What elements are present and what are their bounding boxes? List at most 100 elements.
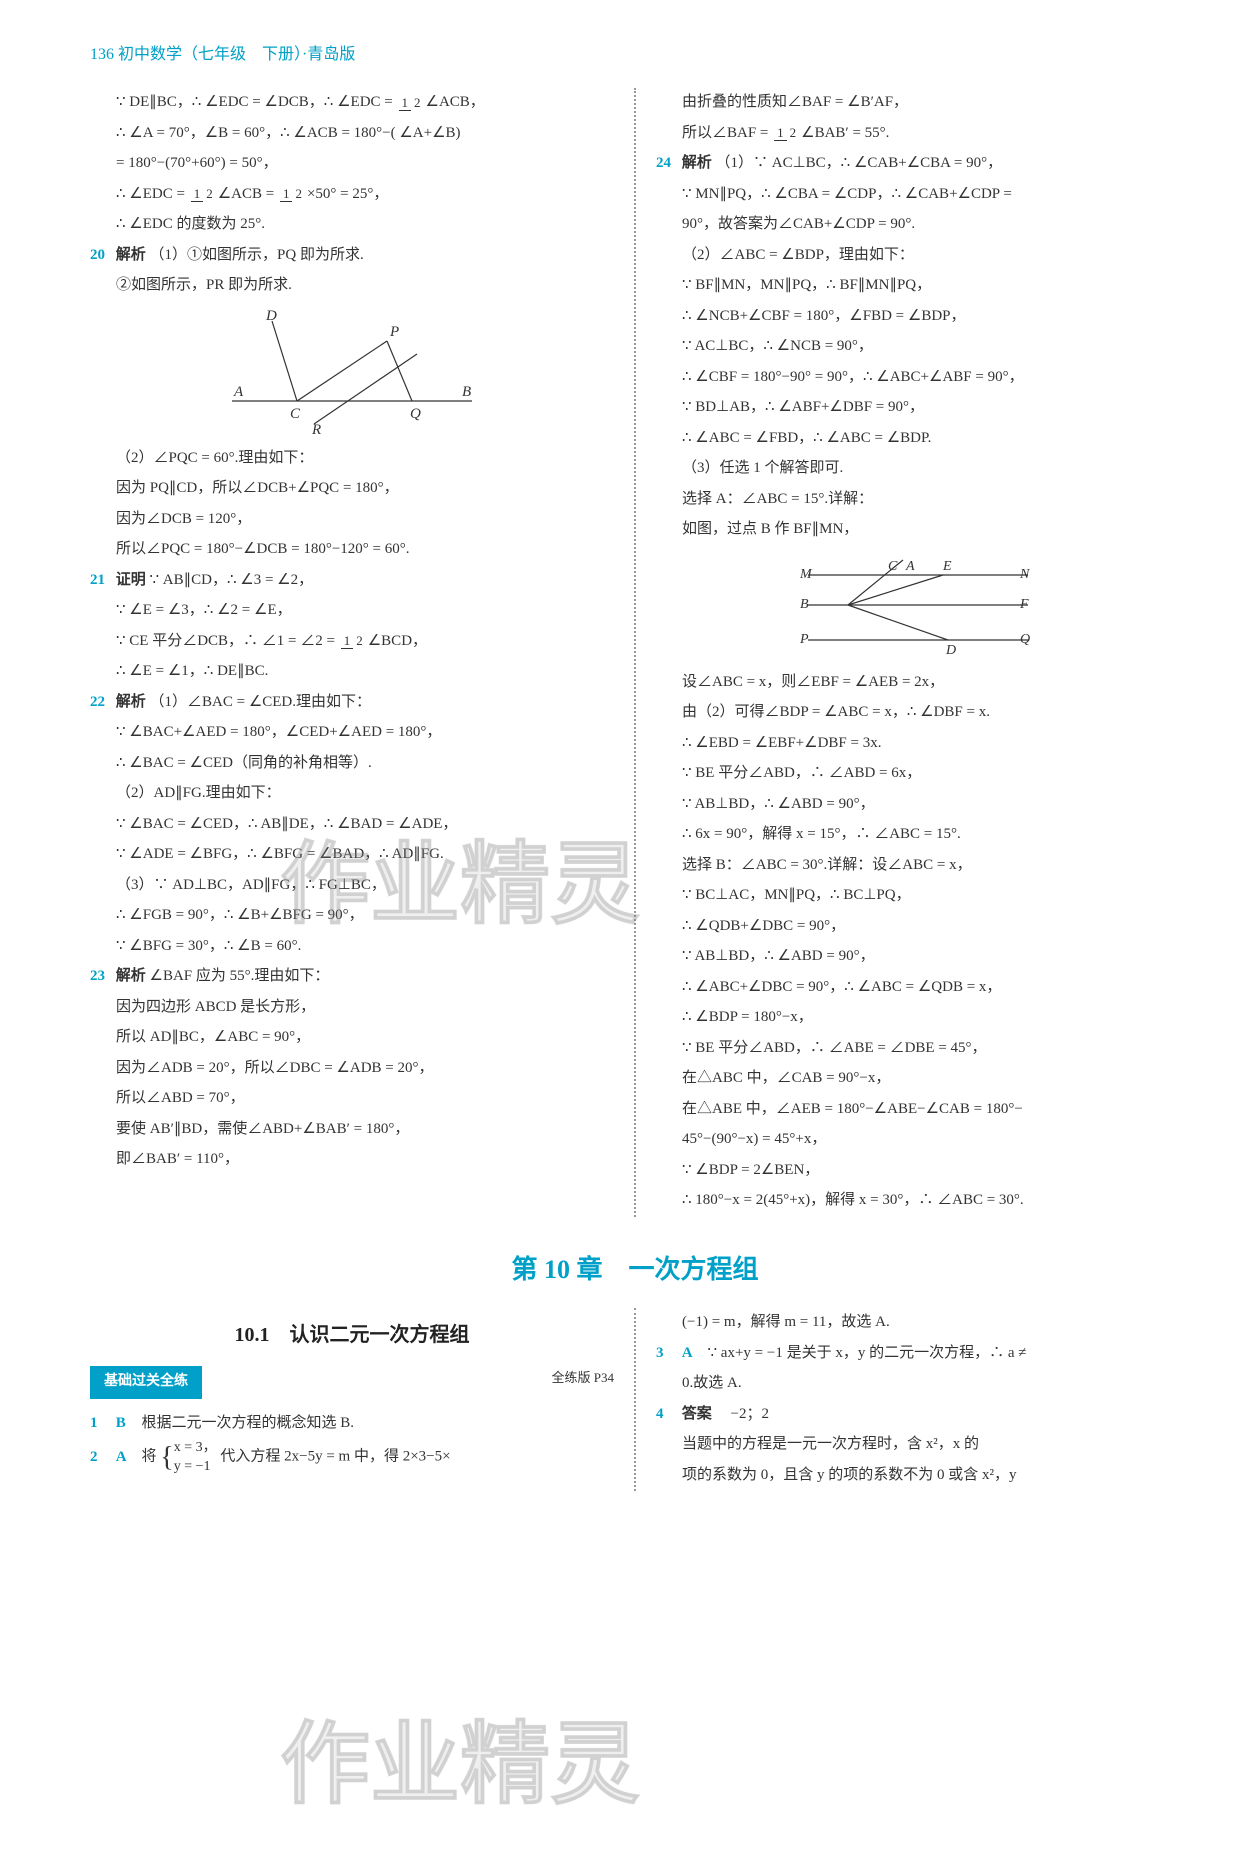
text-line: 因为四边形 ABCD 是长方形， (90, 993, 614, 1022)
svg-text:P: P (799, 632, 809, 647)
svg-text:B: B (800, 597, 809, 612)
text-line: 所以∠BAF = 12∠BAB′ = 55°. (656, 119, 1180, 148)
text-line: ∴ ∠BAC = ∠CED（同角的补角相等）. (90, 749, 614, 778)
text-line: （2）AD∥FG.理由如下： (90, 779, 614, 808)
text-line: 因为 PQ∥CD，所以∠DCB+∠PQC = 180°， (90, 474, 614, 503)
text-line: ∵ AB⊥BD，∴ ∠ABD = 90°， (656, 790, 1180, 819)
text-line: 即∠BAB′ = 110°， (90, 1145, 614, 1174)
text-line: （3）∵ AD⊥BC，AD∥FG，∴ FG⊥BC， (90, 871, 614, 900)
question-number: 24 (656, 149, 678, 178)
problem-1: 1 B 根据二元一次方程的概念知选 B. (90, 1409, 614, 1438)
answer-label: 解析 (116, 694, 146, 710)
svg-text:F: F (1019, 597, 1029, 612)
chapter-title: 第 10 章 一次方程组 (90, 1245, 1180, 1294)
problem-24: 24 解析 （1）∵ AC⊥BC，∴ ∠CAB+∠CBA = 90°， (656, 149, 1180, 178)
text-line: （3）任选 1 个解答即可. (656, 454, 1180, 483)
text-line: ∴ ∠EDC 的度数为 25°. (90, 210, 614, 239)
answer-label: 解析 (682, 155, 712, 171)
exercise-tag: 基础过关全练 (90, 1366, 202, 1399)
svg-text:E: E (942, 559, 952, 574)
svg-text:A: A (233, 384, 244, 400)
text-line: ∴ ∠BDP = 180°−x， (656, 1003, 1180, 1032)
answer-choice: A (116, 1443, 138, 1472)
answer-label: 答案 (682, 1406, 712, 1422)
page-ref: 全练版 P34 (552, 1366, 614, 1391)
text-line: ∴ 180°−x = 2(45°+x)，解得 x = 30°，∴ ∠ABC = … (656, 1186, 1180, 1215)
text-line: ∴ ∠NCB+∠CBF = 180°，∠FBD = ∠BDP， (656, 302, 1180, 331)
text-line: ∴ ∠FGB = 90°，∴ ∠B+∠BFG = 90°， (90, 901, 614, 930)
svg-text:B: B (462, 384, 471, 400)
svg-text:Q: Q (1020, 632, 1030, 647)
answer-label: 解析 (116, 247, 146, 263)
text-line: 由（2）可得∠BDP = ∠ABC = x，∴ ∠DBF = x. (656, 698, 1180, 727)
svg-text:C: C (290, 406, 301, 422)
text-line: ∴ ∠A = 70°，∠B = 60°，∴ ∠ACB = 180°−( ∠A+∠… (90, 119, 614, 148)
answer-choice: B (116, 1409, 138, 1438)
question-number: 3 (656, 1339, 678, 1368)
problem-23: 23 解析 ∠BAF 应为 55°.理由如下： (90, 962, 614, 991)
text-line: 选择 A：∠ABC = 15°.详解： (656, 485, 1180, 514)
question-number: 22 (90, 688, 112, 717)
text-line: 项的系数为 0，且含 y 的项的系数不为 0 或含 x²，y (656, 1461, 1180, 1490)
svg-text:C: C (888, 559, 898, 574)
page-number: 136 (90, 46, 114, 63)
page-header: 136 初中数学（七年级 下册）·青岛版 (90, 40, 1180, 70)
text-line: （2）∠ABC = ∠BDP，理由如下： (656, 241, 1180, 270)
question-number: 1 (90, 1409, 112, 1438)
text-line: ∵ DE∥BC，∴ ∠EDC = ∠DCB，∴ ∠EDC = 12∠ACB， (90, 88, 614, 117)
text-line: ∵ MN∥PQ，∴ ∠CBA = ∠CDP，∴ ∠CAB+∠CDP = (656, 180, 1180, 209)
text-line: ∴ ∠ABC+∠DBC = 90°，∴ ∠ABC = ∠QDB = x， (656, 973, 1180, 1002)
text-line: 当题中的方程是一元一次方程时，含 x²，x 的 (656, 1430, 1180, 1459)
svg-text:P: P (389, 324, 399, 340)
text-line: ∵ ∠BDP = 2∠BEN， (656, 1156, 1180, 1185)
bottom-right-column: (−1) = m，解得 m = 11，故选 A. 3 A ∵ ax+y = −1… (636, 1308, 1180, 1491)
tag-row: 基础过关全练 全练版 P34 (90, 1366, 614, 1399)
svg-text:D: D (945, 643, 956, 658)
question-number: 20 (90, 241, 112, 270)
text-line: 所以 AD∥BC，∠ABC = 90°， (90, 1023, 614, 1052)
text-line: 90°，故答案为∠CAB+∠CDP = 90°. (656, 210, 1180, 239)
text-line: = 180°−(70°+60°) = 50°， (90, 149, 614, 178)
text-line: ∴ 6x = 90°，解得 x = 15°，∴ ∠ABC = 15°. (656, 820, 1180, 849)
text-line: ∵ BD⊥AB，∴ ∠ABF+∠DBF = 90°， (656, 393, 1180, 422)
svg-text:R: R (311, 422, 321, 436)
text-line: ∴ ∠QDB+∠DBC = 90°， (656, 912, 1180, 941)
text-line: 选择 B：∠ABC = 30°.详解：设∠ABC = x， (656, 851, 1180, 880)
bottom-left-column: 10.1 认识二元一次方程组 基础过关全练 全练版 P34 1 B 根据二元一次… (90, 1308, 634, 1491)
problem-3: 3 A ∵ ax+y = −1 是关于 x，y 的二元一次方程，∴ a ≠ (656, 1339, 1180, 1368)
geometry-diagram-2: M N B F P Q CA E D (788, 550, 1048, 660)
svg-text:M: M (799, 567, 813, 582)
text-line: ∴ ∠ABC = ∠FBD，∴ ∠ABC = ∠BDP. (656, 424, 1180, 453)
text-line: （2）∠PQC = 60°.理由如下： (90, 444, 614, 473)
answer-label: 证明 (116, 572, 146, 588)
section-title: 10.1 认识二元一次方程组 (90, 1316, 614, 1354)
geometry-diagram-1: A B C D P Q R (212, 306, 492, 436)
svg-text:N: N (1019, 567, 1030, 582)
text-line: 45°−(90°−x) = 45°+x， (656, 1125, 1180, 1154)
text-line: ∴ ∠E = ∠1，∴ DE∥BC. (90, 657, 614, 686)
text-line: ∵ BE 平分∠ABD，∴ ∠ABE = ∠DBE = 45°， (656, 1034, 1180, 1063)
text-line: 在△ABE 中，∠AEB = 180°−∠ABE−∠CAB = 180°− (656, 1095, 1180, 1124)
text-line: ∵ ∠E = ∠3，∴ ∠2 = ∠E， (90, 596, 614, 625)
text-line: 如图，过点 B 作 BF∥MN， (656, 515, 1180, 544)
text-line: ∵ AC⊥BC，∴ ∠NCB = 90°， (656, 332, 1180, 361)
text-line: ∵ BE 平分∠ABD，∴ ∠ABD = 6x， (656, 759, 1180, 788)
text-line: 所以∠PQC = 180°−∠DCB = 180°−120° = 60°. (90, 535, 614, 564)
text-line: ∵ ∠BAC+∠AED = 180°，∠CED+∠AED = 180°， (90, 718, 614, 747)
text-line: 因为∠ADB = 20°，所以∠DBC = ∠ADB = 20°， (90, 1054, 614, 1083)
text-line: ∵ ∠BFG = 30°，∴ ∠B = 60°. (90, 932, 614, 961)
text-line: 0.故选 A. (656, 1369, 1180, 1398)
svg-text:Q: Q (410, 406, 421, 422)
answer-label: 解析 (116, 968, 146, 984)
text-line: ∴ ∠EBD = ∠EBF+∠DBF = 3x. (656, 729, 1180, 758)
question-number: 4 (656, 1400, 678, 1429)
svg-text:A: A (905, 559, 915, 574)
problem-21: 21 证明 ∵ AB∥CD，∴ ∠3 = ∠2， (90, 566, 614, 595)
watermark: 作业精灵 (280, 1680, 640, 1851)
text-line: ②如图所示，PR 即为所求. (90, 271, 614, 300)
book-title: 初中数学（七年级 下册）·青岛版 (118, 46, 355, 63)
text-line: ∴ ∠CBF = 180°−90° = 90°，∴ ∠ABC+∠ABF = 90… (656, 363, 1180, 392)
bottom-columns: 10.1 认识二元一次方程组 基础过关全练 全练版 P34 1 B 根据二元一次… (90, 1308, 1180, 1491)
text-line: ∵ ∠ADE = ∠BFG，∴ ∠BFG = ∠BAD，∴ AD∥FG. (90, 840, 614, 869)
text-line: ∵ ∠BAC = ∠CED，∴ AB∥DE，∴ ∠BAD = ∠ADE， (90, 810, 614, 839)
